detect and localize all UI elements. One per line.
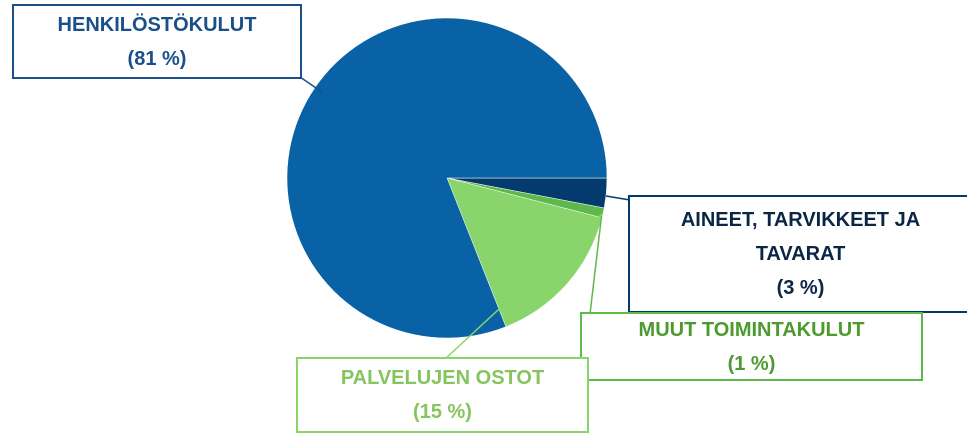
leader-line — [444, 213, 603, 360]
category-label: MUUT TOIMINTAKULUT — [638, 318, 865, 341]
label-box: AINEET, TARVIKKEET JA TAVARAT (3 %) — [628, 195, 967, 313]
label-box: HENKILÖSTÖKULUT (81 %) — [12, 4, 302, 79]
value-label: (3 %) — [776, 277, 825, 299]
pie-slice — [286, 17, 608, 339]
category-label: PALVELUJEN OSTOT — [340, 367, 545, 389]
pie-slice — [446, 177, 603, 328]
label-box: PALVELUJEN OSTOT (15 %) — [296, 357, 589, 433]
slices — [286, 17, 608, 339]
value-label: (15 %) — [413, 401, 472, 423]
leader-line — [605, 195, 631, 201]
value-label: (81 %) — [127, 47, 187, 70]
category-label: HENKILÖSTÖKULUT — [57, 13, 257, 36]
leader-lines — [299, 76, 631, 360]
leader-line — [589, 211, 603, 315]
category-label: AINEET, TARVIKKEET JA TAVARAT — [680, 209, 921, 265]
label-box: MUUT TOIMINTAKULUT (1 %) — [580, 312, 923, 381]
leader-line — [299, 76, 323, 93]
value-label: (1 %) — [727, 352, 776, 375]
